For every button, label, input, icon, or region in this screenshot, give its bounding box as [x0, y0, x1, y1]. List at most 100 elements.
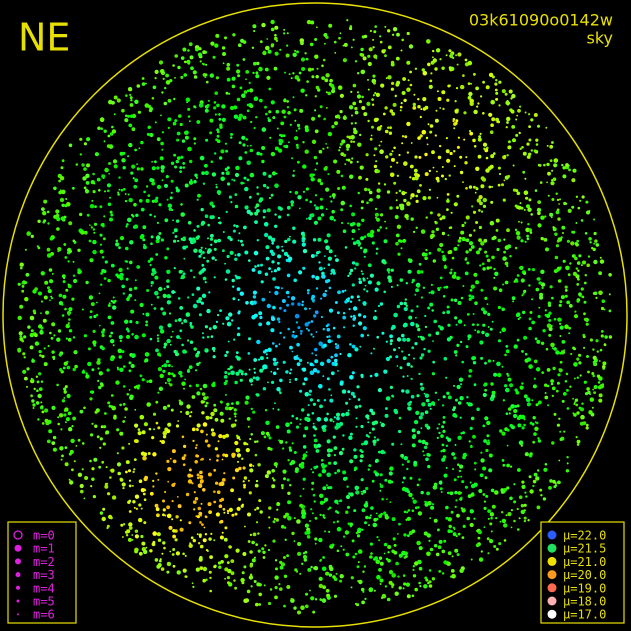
star-dot	[39, 330, 44, 335]
star-dot	[368, 464, 372, 468]
star-dot	[556, 239, 560, 243]
star-dot	[36, 389, 39, 393]
star-dot	[23, 356, 26, 359]
star-dot	[515, 280, 519, 283]
star-dot	[44, 418, 49, 423]
star-dot	[183, 387, 185, 390]
star-dot	[305, 604, 309, 609]
star-dot	[343, 42, 348, 47]
star-dot	[455, 354, 458, 357]
star-dot	[133, 506, 136, 509]
star-dot	[162, 405, 167, 410]
star-dot	[219, 400, 223, 404]
star-dot	[200, 400, 205, 404]
star-dot	[215, 76, 219, 80]
star-dot	[402, 77, 406, 81]
star-dot	[180, 75, 184, 79]
star-dot	[275, 172, 278, 175]
star-dot	[520, 444, 523, 447]
star-dot	[209, 118, 214, 123]
star-dot	[325, 484, 328, 487]
star-dot	[521, 426, 525, 430]
star-dot	[468, 248, 472, 252]
star-dot	[314, 359, 319, 364]
star-dot	[361, 492, 364, 496]
star-dot	[406, 31, 410, 36]
star-dot	[286, 554, 289, 558]
star-dot	[406, 151, 410, 154]
star-dot	[338, 116, 341, 120]
star-dot	[301, 408, 305, 412]
star-dot	[213, 350, 216, 353]
star-dot	[198, 249, 203, 253]
star-dot	[548, 311, 552, 315]
star-dot	[65, 288, 69, 292]
star-dot	[349, 492, 354, 497]
star-dot	[398, 553, 403, 558]
star-dot	[446, 198, 450, 201]
star-dot	[313, 438, 318, 443]
star-dot	[128, 526, 133, 530]
star-dot	[319, 513, 322, 517]
star-dot	[428, 169, 432, 173]
star-dot	[375, 458, 379, 463]
star-dot	[421, 402, 426, 407]
star-dot	[34, 341, 40, 346]
star-dot	[295, 143, 299, 147]
star-dot	[90, 485, 93, 488]
star-dot	[199, 544, 204, 549]
star-dot	[337, 187, 341, 190]
star-dot	[577, 206, 581, 210]
star-dot	[486, 537, 490, 541]
star-dot	[443, 539, 447, 543]
star-dot	[334, 471, 337, 475]
star-dot	[144, 360, 147, 363]
star-dot	[522, 151, 527, 156]
star-dot	[407, 269, 412, 274]
star-dot	[457, 491, 462, 495]
star-dot	[259, 40, 263, 44]
star-dot	[391, 324, 396, 330]
star-dot	[420, 386, 425, 391]
star-dot	[283, 115, 287, 119]
star-dot	[447, 395, 452, 400]
star-dot	[302, 554, 308, 560]
star-dot	[252, 532, 257, 537]
star-dot	[516, 114, 519, 117]
star-dot	[413, 93, 416, 96]
star-dot	[344, 163, 347, 166]
star-dot	[376, 169, 380, 173]
star-dot	[217, 440, 220, 443]
star-dot	[73, 460, 76, 463]
star-dot	[485, 85, 490, 90]
star-dot	[165, 175, 169, 179]
star-dot	[389, 152, 393, 156]
star-dot	[379, 473, 383, 477]
star-dot	[361, 442, 364, 446]
star-dot	[167, 203, 172, 208]
star-dot	[286, 585, 291, 589]
star-dot	[384, 106, 388, 110]
star-dot	[299, 572, 302, 575]
star-dot	[165, 360, 170, 364]
star-dot	[249, 437, 252, 441]
star-dot	[388, 131, 393, 135]
star-dot	[523, 516, 527, 520]
star-dot	[62, 294, 67, 299]
star-dot	[396, 32, 400, 37]
star-dot	[393, 312, 398, 318]
star-dot	[262, 364, 267, 370]
star-dot	[309, 213, 312, 217]
star-dot	[367, 421, 370, 424]
star-dot	[162, 508, 166, 512]
star-dot	[456, 513, 460, 518]
star-dot	[502, 256, 507, 261]
star-dot	[177, 297, 181, 300]
star-dot	[549, 285, 553, 289]
star-dot	[403, 198, 407, 203]
star-dot	[306, 327, 308, 330]
star-dot	[501, 327, 507, 333]
star-dot	[237, 239, 240, 242]
star-dot	[165, 73, 170, 78]
star-dot	[460, 296, 464, 300]
